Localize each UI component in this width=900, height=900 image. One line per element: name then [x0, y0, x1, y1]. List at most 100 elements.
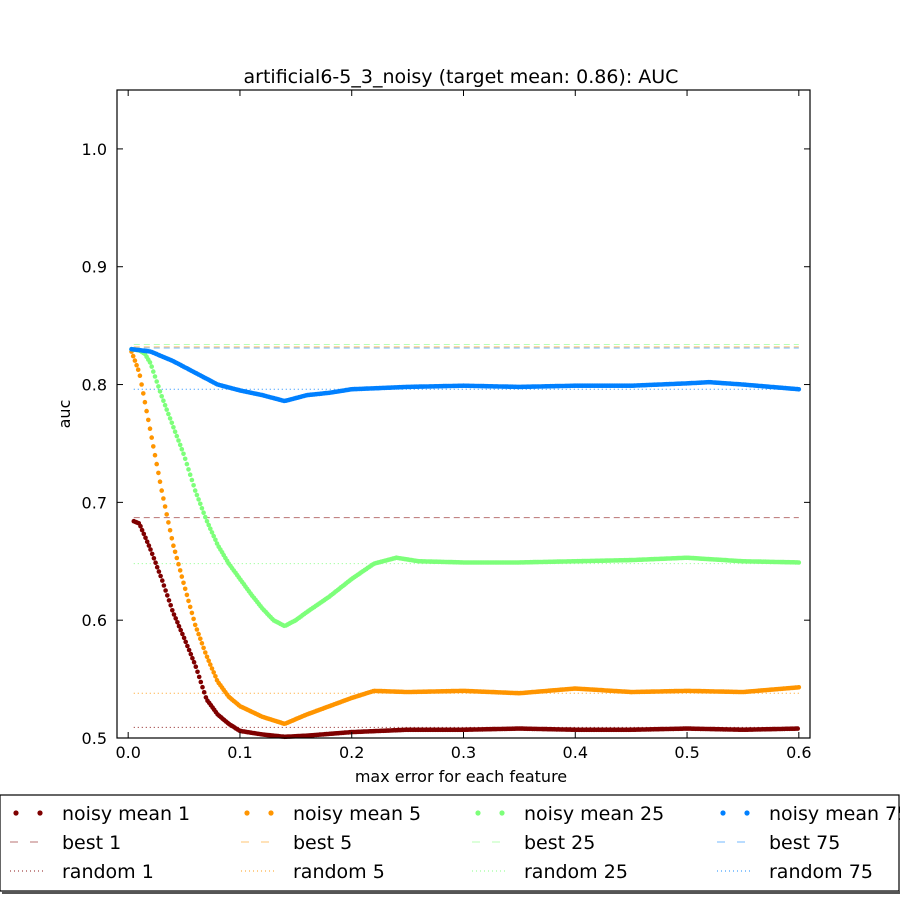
legend: noisy mean 1 best 1 random 1 noisy mean 5 be… — [0, 794, 900, 894]
noisy-mean-25-point — [203, 514, 208, 520]
noisy-mean-5-point — [139, 382, 144, 387]
y-tick-label: 0.8 — [82, 376, 107, 395]
noisy-mean-25-point — [157, 389, 163, 394]
legend-label: noisy mean 25 — [524, 803, 664, 825]
noisy-mean-5-point — [137, 373, 143, 379]
noisy-mean-25-point — [198, 501, 203, 507]
noisy-mean-1-point — [144, 539, 150, 544]
y-tick-label: 0.5 — [82, 729, 107, 748]
noisy-mean-5-point — [174, 555, 180, 561]
noisy-mean-1-point — [143, 535, 148, 541]
noisy-mean-1-point — [156, 569, 162, 574]
noisy-mean-25-point — [186, 467, 191, 472]
noisy-mean-1-point — [158, 573, 163, 579]
noisy-mean-25-point — [167, 416, 173, 421]
noisy-mean-25-point — [171, 425, 176, 430]
noisy-mean-5-point — [141, 391, 146, 396]
noisy-mean-25-point — [159, 394, 164, 399]
noisy-mean-1-point — [148, 547, 153, 552]
noisy-mean-25-point — [147, 360, 153, 365]
noisy-mean-25-point — [206, 522, 211, 528]
noisy-mean-5-point — [177, 568, 183, 573]
x-tick-label: 0.3 — [451, 743, 476, 762]
plot-frame — [116, 89, 811, 739]
noisy-mean-5-point — [209, 666, 215, 671]
noisy-mean-1-point — [201, 690, 207, 695]
chart-title: artificial6-5_3_noisy (target mean: 0.86… — [244, 66, 679, 88]
noisy-mean-5-point — [166, 520, 171, 525]
noisy-mean-1-point — [163, 588, 168, 593]
legend-marker — [244, 810, 250, 816]
noisy-mean-25-point — [182, 456, 188, 462]
legend-marker — [744, 810, 750, 816]
legend-label: random 1 — [62, 861, 154, 883]
noisy-mean-25-point — [211, 533, 216, 539]
noisy-mean-25-point — [176, 438, 181, 443]
noisy-mean-1-point — [191, 659, 197, 665]
legend-label: best 75 — [769, 832, 840, 854]
x-tick-label: 0.5 — [674, 743, 699, 762]
noisy-mean-1-point — [195, 669, 200, 675]
noisy-mean-5-point — [157, 479, 163, 485]
noisy-mean-25-point — [174, 433, 180, 439]
noisy-mean-1-point — [178, 627, 183, 633]
legend-item-best-75: best 75 — [717, 832, 840, 854]
noisy-mean-25-point — [181, 451, 186, 457]
noisy-mean-1-point — [795, 726, 800, 731]
legend-marker — [268, 810, 274, 816]
noisy-mean-5-point — [161, 496, 166, 501]
noisy-mean-5-point — [189, 610, 195, 616]
x-tick-label: 0.2 — [339, 743, 364, 762]
legend-label: best 1 — [62, 832, 121, 854]
noisy-mean-1-point — [183, 639, 188, 645]
noisy-mean-1-point — [153, 560, 158, 565]
noisy-mean-5-point — [206, 658, 211, 663]
legend-item-noisy-mean-25: noisy mean 25 — [475, 803, 664, 825]
noisy-mean-5-point — [192, 622, 198, 628]
noisy-mean-1-point — [160, 578, 165, 583]
noisy-mean-1-point — [193, 664, 199, 669]
noisy-mean-5-point — [149, 435, 154, 440]
noisy-mean-25-point — [204, 519, 210, 524]
noisy-mean-5-point — [130, 353, 136, 359]
legend-label: random 25 — [524, 861, 628, 883]
legend-label: noisy mean 75 — [769, 803, 900, 825]
legend-label: random 75 — [769, 861, 873, 883]
noisy-mean-5-point — [176, 561, 181, 567]
noisy-mean-5-point — [201, 645, 206, 651]
noisy-mean-1-point — [175, 620, 180, 625]
noisy-mean-1-point — [141, 531, 147, 537]
noisy-mean-5-point — [198, 636, 203, 641]
noisy-mean-5-point — [132, 358, 138, 363]
noisy-mean-5-point — [184, 592, 190, 598]
noisy-mean-75-point — [796, 387, 802, 392]
noisy-mean-5-point — [179, 574, 185, 579]
noisy-mean-25-point — [187, 472, 193, 478]
noisy-mean-1-point — [185, 643, 190, 649]
x-tick-label: 0.0 — [115, 743, 140, 762]
noisy-mean-5-point — [156, 470, 161, 476]
legend-label: noisy mean 1 — [62, 803, 190, 825]
noisy-mean-1-point — [151, 556, 157, 561]
noisy-mean-5-point — [194, 627, 200, 632]
legend-marker — [720, 810, 726, 816]
noisy-mean-1-point — [170, 608, 175, 613]
noisy-mean-25-point — [177, 442, 183, 448]
legend-item-random-25: random 25 — [472, 861, 628, 883]
noisy-mean-5-point — [211, 670, 216, 675]
legend-item-best-25: best 25 — [472, 832, 595, 854]
legend-marker — [37, 810, 43, 816]
legend-label: noisy mean 5 — [293, 803, 421, 825]
noisy-mean-5-point — [147, 426, 153, 432]
noisy-mean-1-point — [168, 603, 173, 608]
noisy-mean-25-point — [192, 488, 198, 493]
noisy-mean-1-point — [176, 623, 182, 629]
noisy-mean-25-point — [149, 364, 154, 369]
noisy-mean-1-point — [196, 674, 202, 680]
legend-item-random-1: random 1 — [10, 861, 154, 883]
y-tick-label: 0.7 — [82, 493, 107, 512]
noisy-mean-25-point — [172, 429, 178, 435]
legend-item-best-5: best 5 — [241, 832, 352, 854]
noisy-mean-25-point — [179, 447, 185, 452]
